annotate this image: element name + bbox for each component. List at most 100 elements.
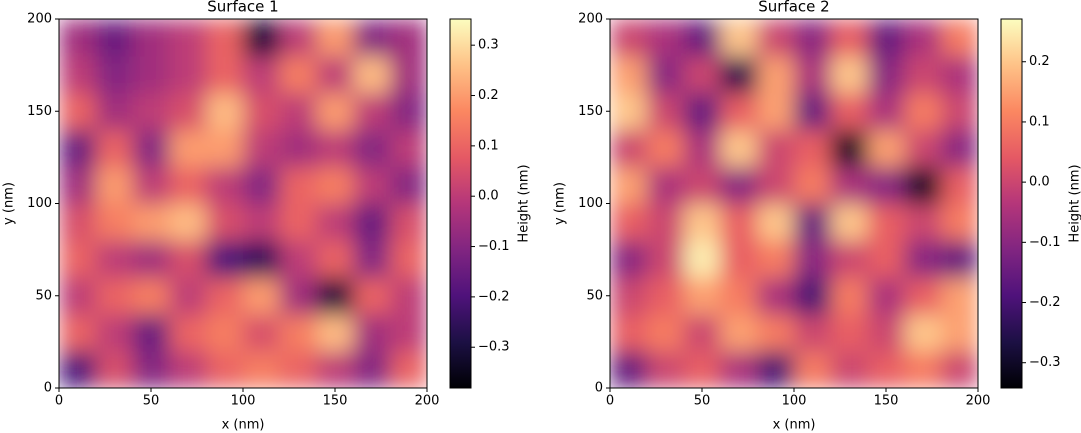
- heatmap-cell: [757, 351, 795, 388]
- heatmap-cell: [390, 92, 427, 131]
- heatmap-cell: [794, 129, 832, 168]
- heatmap-cell: [610, 314, 648, 352]
- heatmap-cell: [59, 19, 97, 57]
- heatmap-cell: [206, 19, 244, 57]
- heatmap-cell: [353, 129, 391, 168]
- heatmap-cell: [646, 129, 685, 168]
- colorbar-tick-label: −0.2: [1029, 295, 1061, 310]
- y-tick-label: 200: [27, 12, 52, 27]
- heatmap-cell: [941, 351, 978, 388]
- heatmap-cell: [867, 19, 905, 57]
- heatmap-cell: [316, 277, 354, 315]
- heatmap-cell: [59, 92, 97, 131]
- heatmap-cell: [353, 203, 391, 241]
- heatmap-cell: [830, 240, 869, 278]
- heatmap-cell: [316, 19, 354, 57]
- heatmap-cell: [206, 277, 244, 315]
- heatmap-cell: [610, 240, 648, 278]
- colorbar: [1000, 18, 1023, 389]
- heatmap-cell: [757, 203, 795, 241]
- heatmap-cell: [720, 166, 758, 204]
- heatmap-cell: [720, 55, 758, 94]
- heatmap-cell: [610, 203, 648, 241]
- heatmap-cell: [316, 203, 354, 241]
- colorbar-tick-label: 0.3: [478, 38, 499, 53]
- heatmap-cell: [169, 55, 207, 94]
- colorbar-tick-label: 0.1: [478, 138, 499, 153]
- heatmap-cell: [646, 351, 685, 388]
- heatmap-cell: [243, 166, 281, 204]
- heatmap-cell: [95, 240, 134, 278]
- y-tick-label: 150: [27, 104, 52, 119]
- heatmap-cell: [95, 351, 134, 388]
- x-tick-label: 100: [782, 394, 807, 409]
- heatmap-cell: [757, 240, 795, 278]
- heatmap-cell: [59, 203, 97, 241]
- heatmap-cell: [316, 166, 354, 204]
- colorbar-label: Height (nm): [517, 164, 532, 242]
- y-tick-label: 100: [578, 196, 603, 211]
- heatmap-cell: [206, 55, 244, 94]
- heatmap-cell: [720, 314, 758, 352]
- heatmap-cell: [132, 129, 170, 168]
- colorbar-tick-label: 0.0: [1029, 175, 1050, 190]
- heatmap-cell: [390, 277, 427, 315]
- y-tick-label: 50: [35, 288, 52, 303]
- heatmap-cell: [390, 166, 427, 204]
- heatmap-cell: [132, 240, 170, 278]
- heatmap-cell: [390, 129, 427, 168]
- heatmap-cell: [206, 351, 244, 388]
- heatmap-cell: [830, 19, 869, 57]
- colorbar-tick-label: 0.2: [1029, 54, 1050, 69]
- heatmap-cell: [95, 203, 134, 241]
- heatmap-cell: [59, 166, 97, 204]
- y-tick-label: 100: [27, 196, 52, 211]
- colorbar-tick-label: 0.1: [1029, 114, 1050, 129]
- heatmap-cell: [867, 314, 905, 352]
- heatmap-cell: [794, 92, 832, 131]
- x-tick-label: 50: [694, 394, 711, 409]
- heatmap-cell: [353, 55, 391, 94]
- heatmap-cell: [794, 240, 832, 278]
- heatmap-cell: [316, 129, 354, 168]
- heatmap-cell: [683, 203, 721, 241]
- heatmap-cell: [279, 92, 318, 131]
- heatmap-cell: [904, 277, 942, 315]
- heatmap-cell: [683, 92, 721, 131]
- heatmap-cell: [279, 314, 318, 352]
- y-tick-label: 50: [586, 288, 603, 303]
- y-tick-label: 0: [44, 381, 52, 396]
- heatmap-cell: [316, 92, 354, 131]
- heatmap-cell: [279, 166, 318, 204]
- heatmap-cell: [390, 55, 427, 94]
- heatmap-cell: [169, 203, 207, 241]
- colorbar: [449, 18, 472, 389]
- heatmap-cell: [683, 277, 721, 315]
- heatmap-cell: [610, 129, 648, 168]
- heatmap-cell: [904, 55, 942, 94]
- heatmap-cell: [794, 55, 832, 94]
- heatmap-cell: [279, 19, 318, 57]
- heatmap-cell: [646, 55, 685, 94]
- heatmap-cell: [830, 351, 869, 388]
- heatmap-cell: [243, 55, 281, 94]
- heatmap-cell: [169, 19, 207, 57]
- heatmap-cell: [904, 203, 942, 241]
- heatmap-cell: [169, 314, 207, 352]
- heatmap-cell: [904, 351, 942, 388]
- heatmap-cell: [243, 351, 281, 388]
- heatmap-cell: [243, 314, 281, 352]
- heatmap-cells: [610, 19, 978, 388]
- heatmap-cell: [646, 314, 685, 352]
- heatmap-cell: [169, 129, 207, 168]
- heatmap-cell: [243, 19, 281, 57]
- heatmap-cell: [390, 314, 427, 352]
- heatmap-cell: [169, 240, 207, 278]
- heatmap-cell: [206, 92, 244, 131]
- heatmap-cell: [95, 277, 134, 315]
- heatmap-cell: [720, 351, 758, 388]
- heatmap-cells: [59, 19, 427, 388]
- heatmap-cell: [390, 240, 427, 278]
- heatmap-cell: [794, 166, 832, 204]
- heatmap-cell: [169, 277, 207, 315]
